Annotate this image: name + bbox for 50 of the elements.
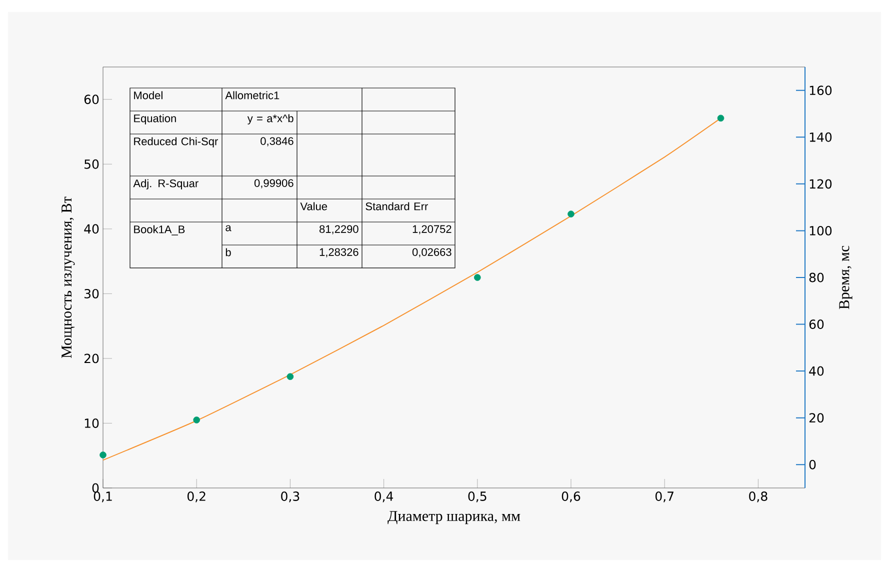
y2-axis-title: Время, мс: [839, 246, 852, 310]
y2-tick-label: 0: [809, 460, 816, 470]
y-tick-label: 0: [92, 483, 99, 493]
annotation: Allometric1: [225, 91, 280, 100]
point: [286, 373, 294, 380]
annotation: Adj. R-Squar: [133, 179, 198, 190]
annotation: 0,02663: [412, 248, 452, 258]
annotation: b: [226, 248, 231, 256]
annotation: 0,3846: [260, 137, 294, 146]
annotation: Equation: [134, 114, 176, 124]
y-axis-title: Мощность излучения, Вт: [62, 196, 75, 358]
annotation: 1,28326: [320, 248, 358, 258]
annotation: y = a*x^b: [247, 114, 294, 124]
x-tick-label: 0,5: [468, 492, 486, 502]
point: [474, 274, 481, 281]
annotation: Reduced Chi-Sqr: [134, 137, 218, 148]
x-tick-label: 0,7: [655, 492, 674, 502]
annotation: a: [226, 225, 232, 232]
point: [100, 452, 106, 458]
y-tick-label: 60: [84, 94, 99, 104]
y2-tick-label: 160: [810, 86, 832, 96]
y-tick-label: 10: [84, 418, 99, 428]
y2-tick-label: 80: [809, 272, 824, 282]
y2-tick-label: 120: [810, 179, 832, 189]
annotation: Value: [300, 202, 328, 210]
point: [193, 416, 200, 424]
annotation: Standard Err: [366, 202, 428, 210]
annotation: Model: [134, 91, 162, 100]
y-tick-label: 50: [84, 159, 99, 169]
x-tick-label: 0,4: [374, 492, 394, 502]
point: [717, 114, 724, 122]
x-tick-label: 0,2: [188, 492, 206, 502]
annotation: 81,2290: [320, 225, 358, 234]
annotation: 0,99906: [254, 179, 294, 188]
y2-tick-label: 20: [809, 413, 824, 423]
y-tick-label: 40: [84, 224, 99, 234]
y2-tick-label: 100: [810, 226, 832, 236]
x-axis-title: Диаметр шарика, мм: [388, 511, 520, 524]
x-tick-label: 0,3: [281, 492, 300, 502]
y2-tick-label: 40: [809, 366, 824, 376]
y-tick-label: 20: [84, 354, 99, 364]
annotation: Book1A_B: [134, 225, 185, 236]
y2-tick-label: 140: [810, 132, 832, 142]
x-tick-label: 0,8: [749, 492, 768, 502]
x-tick-label: 0,1: [94, 492, 112, 502]
annotation: 1,20752: [412, 225, 452, 234]
point: [568, 210, 574, 218]
y2-tick-label: 60: [809, 320, 824, 329]
y-tick-label: 30: [84, 288, 99, 298]
x-tick-label: 0,6: [562, 492, 580, 502]
